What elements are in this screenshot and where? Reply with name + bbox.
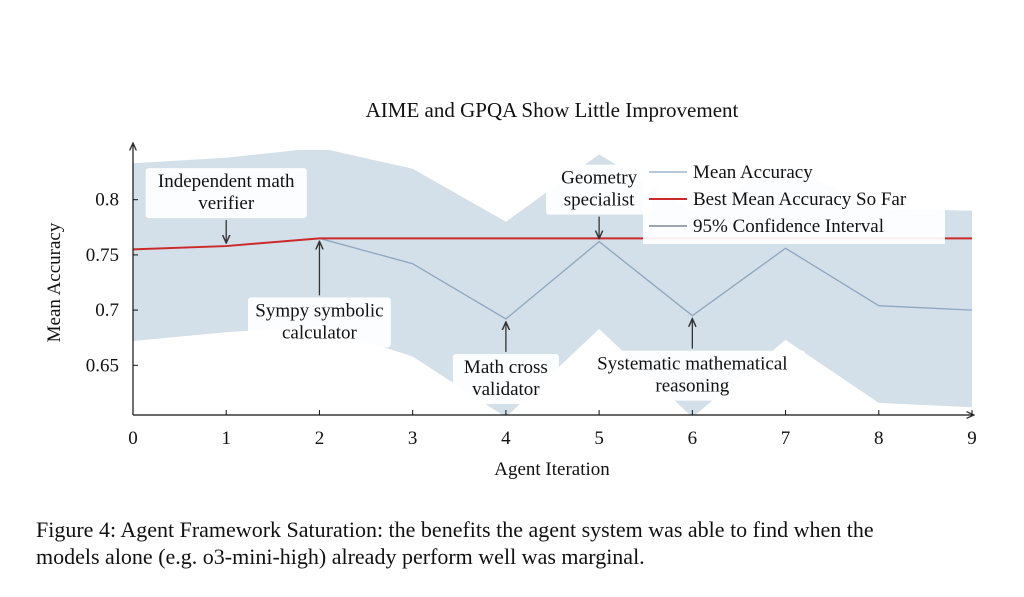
annotation-text: Sympy symbolic — [255, 300, 383, 321]
x-tick-label: 1 — [221, 428, 231, 449]
y-tick-label: 0.75 — [86, 245, 119, 266]
annotation-text: Geometry — [561, 168, 637, 189]
x-tick-label: 9 — [967, 428, 977, 449]
x-tick-label: 8 — [874, 428, 884, 449]
chart-title: AIME and GPQA Show Little Improvement — [366, 98, 739, 122]
legend: Mean Accuracy Best Mean Accuracy So Far 95… — [643, 158, 945, 244]
x-tick-label: 3 — [408, 428, 418, 449]
annotation-box — [452, 353, 559, 404]
annotation-text: Systematic mathematical — [597, 354, 787, 375]
caption-line-2: models alone (e.g. o3-mini-high) already… — [36, 544, 645, 569]
legend-box — [643, 158, 945, 244]
x-tick-label: 0 — [128, 428, 138, 449]
annotation-box — [579, 350, 806, 401]
annotation-text: calculator — [282, 322, 358, 343]
annotation-box — [145, 168, 307, 219]
legend-label: Mean Accuracy — [693, 162, 813, 183]
figure-caption: Figure 4: Agent Framework Saturation: th… — [36, 516, 986, 570]
annotation-text: validator — [472, 379, 540, 400]
x-axis-label: Agent Iteration — [494, 459, 610, 480]
annotation-text: reasoning — [655, 376, 729, 397]
x-tick-label: 6 — [688, 428, 698, 449]
y-axis-label: Mean Accuracy — [44, 222, 65, 342]
chart: 0 1 2 3 4 5 6 7 8 9 0.65 0.7 0.75 0.8 AIME and GPQA Sh… — [44, 98, 977, 480]
annotation-box — [546, 164, 653, 215]
legend-label: Best Mean Accuracy So Far — [693, 189, 907, 210]
y-tick-label: 0.65 — [86, 355, 119, 376]
caption-line-1: Figure 4: Agent Framework Saturation: th… — [36, 517, 874, 542]
annotation-text: Math cross — [464, 357, 548, 378]
annotation-text: Independent math — [158, 171, 295, 192]
annotation-text: verifier — [198, 193, 255, 214]
x-tick-label: 5 — [594, 428, 604, 449]
x-tick-label: 4 — [501, 428, 511, 449]
x-tick-label: 7 — [781, 428, 791, 449]
y-tick-label: 0.7 — [95, 300, 119, 321]
x-tick-label: 2 — [315, 428, 325, 449]
y-tick-label: 0.8 — [95, 190, 119, 211]
annotation-text: specialist — [564, 190, 635, 211]
legend-label: 95% Confidence Interval — [693, 216, 884, 237]
annotation-box — [248, 297, 391, 348]
